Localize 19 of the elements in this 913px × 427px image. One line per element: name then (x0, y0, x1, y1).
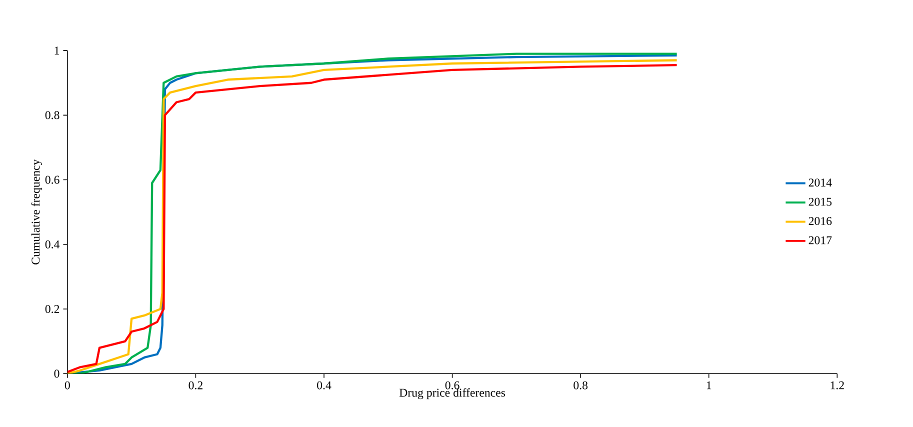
legend-label: 2015 (808, 198, 832, 206)
x-tick-label: 0.8 (574, 381, 588, 390)
x-tick-label: 0.6 (445, 381, 460, 390)
y-tick-label: 0.6 (45, 176, 60, 184)
x-tick-label: 1 (706, 381, 712, 390)
x-tick-label: 0.2 (188, 381, 202, 390)
legend-label: 2014 (808, 178, 832, 187)
y-tick-label: 0.4 (45, 240, 60, 248)
y-tick-label: 1 (54, 46, 60, 54)
x-tick-label: 0.4 (317, 381, 332, 390)
y-tick-label: 0.2 (45, 304, 60, 314)
y-tick-label: 0 (54, 370, 60, 378)
legend-label: 2017 (808, 236, 832, 244)
x-tick-label: 1.2 (830, 381, 844, 390)
y-axis-title: Cumulative frequency (31, 159, 42, 264)
legend-label: 2016 (808, 217, 832, 226)
x-tick-label: 0 (64, 381, 70, 390)
y-tick-label: 0.8 (45, 111, 60, 120)
x-axis-title: Drug price differences (399, 388, 506, 400)
